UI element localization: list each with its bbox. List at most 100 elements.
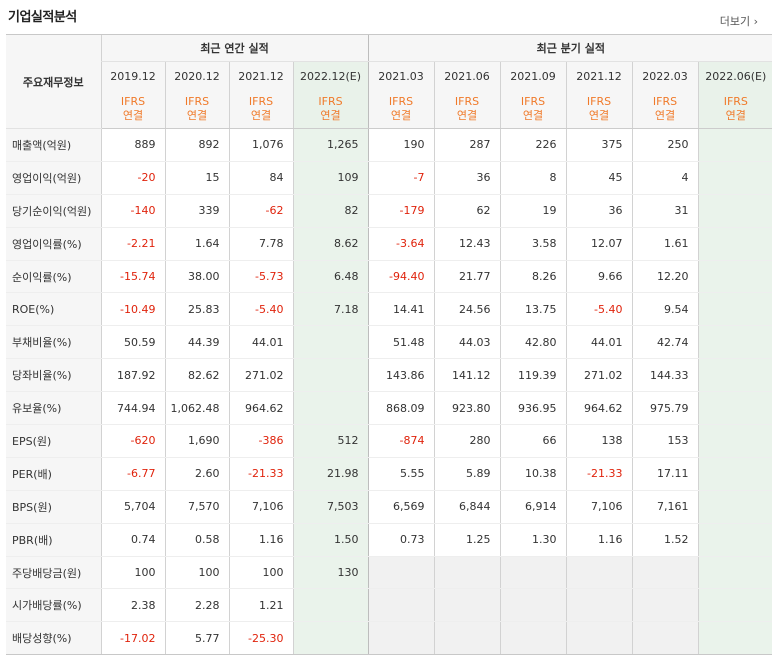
- more-link[interactable]: 더보기 ›: [720, 13, 758, 29]
- table-cell: 250: [631, 128, 699, 162]
- table-cell: [697, 194, 772, 228]
- table-cell: [565, 555, 633, 590]
- table-cell: [292, 358, 369, 393]
- table-cell: 1.52: [631, 523, 699, 557]
- table-cell: 141.12: [433, 358, 501, 393]
- table-cell: 1.21: [228, 588, 293, 623]
- table-cell: 1,690: [164, 424, 229, 458]
- row-label: 당좌비율(%): [6, 358, 101, 393]
- table-cell: 119.39: [499, 358, 567, 393]
- table-cell: -25.30: [228, 621, 293, 655]
- consolidated-label: 연결: [654, 109, 676, 122]
- table-cell: 1.64: [164, 226, 229, 261]
- chevron-right-icon: ›: [750, 15, 758, 28]
- ifrs-badge: IFRS 연결: [367, 90, 435, 129]
- table-cell: 3.58: [499, 226, 567, 261]
- more-label[interactable]: 더보기: [719, 15, 751, 28]
- ifrs-label: IFRS: [388, 95, 414, 108]
- table-cell: 66: [499, 424, 567, 458]
- table-cell: 19: [499, 194, 567, 228]
- table-cell: 6.48: [292, 260, 369, 294]
- row-label: PBR(배): [6, 523, 101, 557]
- table-row: 유보율(%) 744.94 1,062.48 964.62 868.09 923.80 93…: [6, 391, 772, 426]
- table-cell: 5,704: [100, 490, 165, 524]
- row-label: PER(배): [6, 457, 101, 491]
- table-cell: 50.59: [100, 325, 165, 360]
- row-label: 배당성향(%): [6, 621, 101, 655]
- table-cell: 2.28: [164, 588, 229, 623]
- table-cell: 512: [292, 424, 369, 458]
- table-cell: 0.58: [164, 523, 229, 557]
- page-title: 기업실적분석: [8, 10, 77, 25]
- table-cell: 7,570: [164, 490, 229, 524]
- table-cell: 9.54: [631, 292, 699, 327]
- table-cell: -62: [228, 194, 293, 228]
- consolidated-label: 연결: [390, 109, 412, 122]
- table-cell: [565, 588, 633, 623]
- table-cell: 190: [367, 128, 435, 162]
- table-cell: [499, 555, 567, 590]
- table-cell: 44.03: [433, 325, 501, 360]
- period-header: 2019.12: [100, 61, 165, 90]
- table-cell: [697, 358, 772, 393]
- table-cell: 1.16: [565, 523, 633, 557]
- period-header: 2020.12: [164, 61, 229, 90]
- table-row: EPS(원) -620 1,690 -386 512 -874 280 66 138 153: [6, 424, 772, 458]
- row-label: 순이익률(%): [6, 260, 101, 294]
- table-cell: -6.77: [100, 457, 165, 491]
- table-cell: 744.94: [100, 391, 165, 426]
- table-cell: -21.33: [565, 457, 633, 491]
- table-cell: 109: [292, 161, 369, 195]
- row-label: 당기순이익(억원): [6, 194, 101, 228]
- table-cell: 1.25: [433, 523, 501, 557]
- table-cell: 1.61: [631, 226, 699, 261]
- table-cell: 964.62: [228, 391, 293, 426]
- table-cell: 21.98: [292, 457, 369, 491]
- row-label: BPS(원): [6, 490, 101, 524]
- table-cell: 0.74: [100, 523, 165, 557]
- table-cell: [499, 588, 567, 623]
- table-cell: 13.75: [499, 292, 567, 327]
- table-cell: 1.50: [292, 523, 369, 557]
- table-cell: 24.56: [433, 292, 501, 327]
- ifrs-label: IFRS: [652, 95, 678, 108]
- table-cell: 36: [565, 194, 633, 228]
- ifrs-label: IFRS: [454, 95, 480, 108]
- row-label: ROE(%): [6, 292, 101, 327]
- ifrs-header-row: IFRS 연결 IFRS 연결 IFRS 연결 IFRS 연결 IFRS 연결 IFRS 연결 IFRS…: [6, 90, 772, 129]
- table-cell: 187.92: [100, 358, 165, 393]
- table-cell: [697, 457, 772, 491]
- table-cell: 100: [164, 555, 229, 590]
- table-cell: [433, 588, 501, 623]
- annual-group-header: 최근 연간 실적: [100, 34, 369, 62]
- period-header: 2021.06: [433, 61, 501, 90]
- quarter-group-header: 최근 분기 실적: [367, 34, 772, 62]
- table-cell: -874: [367, 424, 435, 458]
- table-cell: 100: [228, 555, 293, 590]
- table-cell: 1,076: [228, 128, 293, 162]
- ifrs-badge: IFRS 연결: [697, 90, 772, 129]
- period-header: 2022.03: [631, 61, 699, 90]
- table-cell: 7,503: [292, 490, 369, 524]
- table-cell: 12.20: [631, 260, 699, 294]
- table-cell: 271.02: [228, 358, 293, 393]
- table-cell: 280: [433, 424, 501, 458]
- row-label: 영업이익(억원): [6, 161, 101, 195]
- table-row: 배당성향(%) -17.02 5.77 -25.30: [6, 621, 772, 655]
- table-cell: 375: [565, 128, 633, 162]
- table-cell: -10.49: [100, 292, 165, 327]
- table-cell: 8.62: [292, 226, 369, 261]
- table-cell: 130: [292, 555, 369, 590]
- table-cell: 936.95: [499, 391, 567, 426]
- table-cell: 226: [499, 128, 567, 162]
- table-cell: -20: [100, 161, 165, 195]
- table-cell: [697, 424, 772, 458]
- financial-table-body: 매출액(억원) 889 892 1,076 1,265 190 287 226 375 250 영업…: [6, 128, 772, 655]
- table-cell: 8: [499, 161, 567, 195]
- table-cell: [697, 391, 772, 426]
- table-cell: 51.48: [367, 325, 435, 360]
- ifrs-badge: IFRS 연결: [292, 90, 369, 129]
- row-label: 영업이익률(%): [6, 226, 101, 261]
- table-cell: 14.41: [367, 292, 435, 327]
